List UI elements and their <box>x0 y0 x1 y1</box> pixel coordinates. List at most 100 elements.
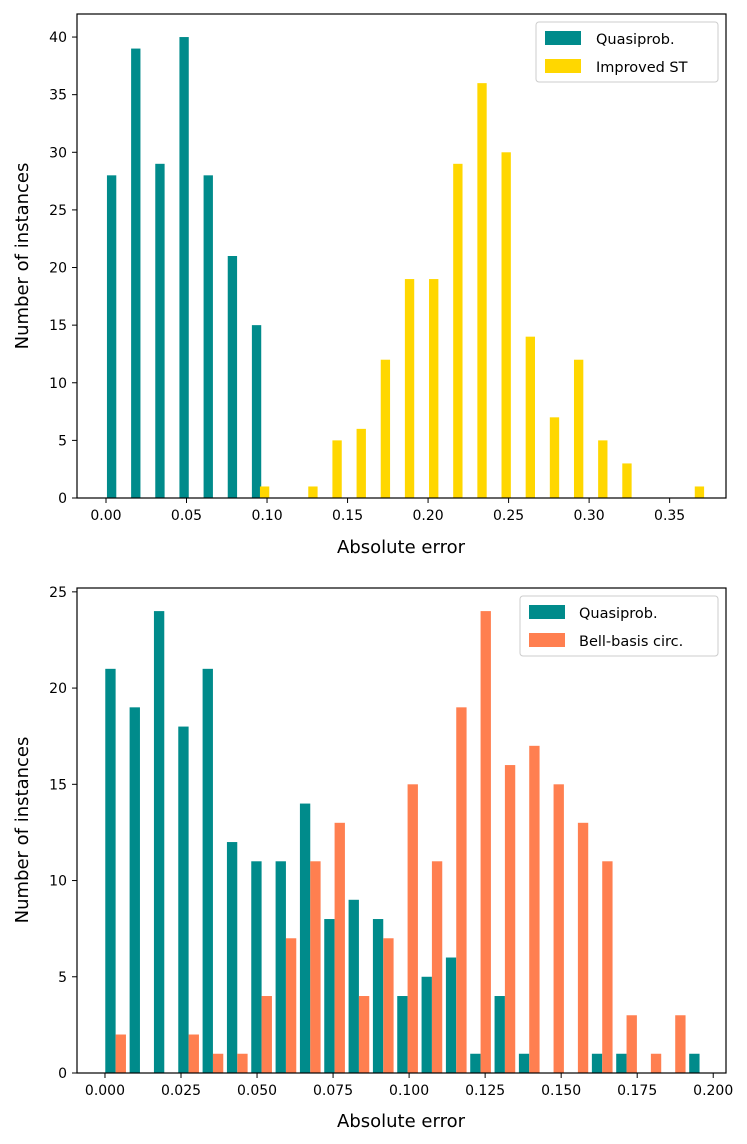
bottom-bar-quasiprob-16 <box>494 996 505 1073</box>
bottom-bar-quasiprob-18 <box>591 1053 603 1073</box>
top-bar-quasiprob-1 <box>131 48 141 498</box>
top-bar-improved-st-8 <box>477 83 487 498</box>
top-bar-quasiprob-0 <box>106 175 117 498</box>
bottom-bar-bell-basis-circ-14 <box>504 765 516 1073</box>
top-x-ticks: 0.00 0.05 0.10 0.15 0.20 0.25 0.30 0.35 <box>90 498 685 524</box>
top-y-tick-label: 15 <box>49 318 67 334</box>
bottom-bar-quasiprob-0 <box>105 668 116 1073</box>
bottom-bar-quasiprob-9 <box>324 919 335 1073</box>
top-bar-quasiprob-2 <box>155 163 165 498</box>
top-y-axis-label: Number of instances <box>12 163 33 350</box>
bottom-y-tick-label: 5 <box>58 970 67 986</box>
bottom-y-ticks: 0 5 10 15 20 25 <box>49 585 77 1082</box>
bottom-bar-quasiprob-20 <box>689 1053 700 1073</box>
top-legend-swatch-quasiprob <box>545 31 581 45</box>
bottom-x-ticks: 0.000 0.025 0.050 0.075 0.100 0.125 0.150 0.175… <box>85 1073 733 1099</box>
bottom-bar-bell-basis-circ-7 <box>334 822 345 1073</box>
bottom-bar-bell-basis-circ-19 <box>626 1015 637 1073</box>
bottom-bar-bell-basis-circ-3 <box>237 1053 248 1073</box>
bottom-x-tick-label: 0.075 <box>313 1083 353 1099</box>
bottom-y-tick-label: 20 <box>49 681 67 697</box>
bottom-bar-quasiprob-14 <box>445 957 457 1073</box>
bottom-x-tick-label: 0.125 <box>465 1083 505 1099</box>
top-y-tick-label: 5 <box>58 433 67 449</box>
bottom-legend-swatch-bell-basis <box>529 633 565 647</box>
bottom-bar-bell-basis-circ-10 <box>407 784 418 1073</box>
top-bar-improved-st-3 <box>356 428 366 498</box>
top-y-tick-label: 20 <box>49 261 67 277</box>
top-bar-quasiprob-3 <box>179 37 189 499</box>
top-x-tick-label: 0.30 <box>574 508 605 524</box>
top-histogram-panel: 0.00 0.05 0.10 0.15 0.20 0.25 0.30 0.35 0 5 10 15 2… <box>12 13 727 558</box>
bottom-y-tick-label: 0 <box>58 1066 67 1082</box>
top-bar-quasiprob-5 <box>227 256 238 498</box>
top-y-tick-label: 0 <box>58 491 67 507</box>
top-x-axis-label: Absolute error <box>337 537 466 558</box>
top-bar-improved-st-10 <box>525 336 535 498</box>
top-y-tick-label: 25 <box>49 203 67 219</box>
bottom-x-tick-label: 0.150 <box>541 1083 581 1099</box>
top-x-tick-label: 0.35 <box>654 508 685 524</box>
bottom-bar-quasiprob-5 <box>226 842 238 1073</box>
bottom-legend-label-bell-basis: Bell-basis circ. <box>579 634 683 650</box>
bottom-bar-bell-basis-circ-11 <box>431 861 443 1073</box>
bottom-x-tick-label: 0.200 <box>693 1083 733 1099</box>
top-bar-improved-st-5 <box>404 279 415 498</box>
bottom-bar-bell-basis-circ-2 <box>212 1053 224 1073</box>
top-bar-improved-st-7 <box>453 163 463 498</box>
top-x-tick-label: 0.00 <box>90 508 121 524</box>
top-bar-improved-st-2 <box>332 440 342 498</box>
bottom-bar-quasiprob-13 <box>421 976 432 1073</box>
bottom-bar-quasiprob-11 <box>372 919 384 1073</box>
top-y-tick-label: 30 <box>49 145 67 161</box>
bottom-legend: Quasiprob. Bell-basis circ. <box>519 595 719 657</box>
bottom-bar-bell-basis-circ-15 <box>529 745 540 1073</box>
top-bar-quasiprob-4 <box>203 175 213 498</box>
bottom-bar-bell-basis-circ-20 <box>650 1053 662 1073</box>
bottom-bar-bell-basis-circ-16 <box>553 784 564 1073</box>
top-bar-improved-st-6 <box>429 279 439 498</box>
top-x-tick-label: 0.05 <box>171 508 202 524</box>
bottom-bar-bell-basis-circ-5 <box>285 938 297 1073</box>
top-y-tick-label: 10 <box>49 376 67 392</box>
bottom-bar-bell-basis-circ-18 <box>602 861 613 1073</box>
top-legend: Quasiprob. Improved ST <box>535 21 719 83</box>
top-bar-improved-st-9 <box>501 152 511 499</box>
top-legend-label-improved-st: Improved ST <box>596 60 688 76</box>
bottom-x-tick-label: 0.100 <box>389 1083 429 1099</box>
bottom-bar-quasiprob-7 <box>275 861 286 1073</box>
bottom-bar-bell-basis-circ-17 <box>577 822 589 1073</box>
bottom-bar-bell-basis-circ-13 <box>480 611 491 1073</box>
bottom-y-axis-label: Number of instances <box>12 737 33 924</box>
top-bars <box>106 37 705 499</box>
bottom-bar-quasiprob-12 <box>397 996 408 1073</box>
bottom-legend-box <box>519 595 719 657</box>
top-legend-box <box>535 21 719 83</box>
bottom-bar-quasiprob-6 <box>251 861 262 1073</box>
top-bar-improved-st-0 <box>259 486 270 498</box>
top-bar-improved-st-4 <box>380 359 391 498</box>
top-bar-improved-st-15 <box>694 486 705 498</box>
bottom-x-tick-label: 0.000 <box>85 1083 125 1099</box>
bottom-legend-swatch-quasiprob <box>529 605 565 619</box>
top-bar-improved-st-14 <box>622 463 632 498</box>
bottom-bar-quasiprob-17 <box>518 1053 530 1073</box>
bottom-legend-label-quasiprob: Quasiprob. <box>579 606 658 622</box>
top-legend-swatch-improved-st <box>545 59 581 73</box>
top-x-tick-label: 0.20 <box>412 508 443 524</box>
bottom-bar-bell-basis-circ-12 <box>456 707 467 1073</box>
bottom-x-tick-label: 0.025 <box>161 1083 201 1099</box>
bottom-x-tick-label: 0.050 <box>237 1083 277 1099</box>
bottom-bar-quasiprob-1 <box>129 707 140 1073</box>
bottom-axes-frame <box>76 587 727 1074</box>
top-x-tick-label: 0.15 <box>332 508 363 524</box>
bottom-bar-bell-basis-circ-1 <box>188 1034 199 1073</box>
bottom-bars <box>105 611 700 1073</box>
bottom-bar-bell-basis-circ-0 <box>115 1034 126 1073</box>
bottom-bar-bell-basis-circ-21 <box>675 1015 686 1073</box>
top-y-tick-label: 40 <box>49 30 67 46</box>
top-x-tick-label: 0.10 <box>251 508 282 524</box>
bottom-bar-bell-basis-circ-4 <box>261 996 272 1073</box>
top-x-tick-label: 0.25 <box>493 508 524 524</box>
